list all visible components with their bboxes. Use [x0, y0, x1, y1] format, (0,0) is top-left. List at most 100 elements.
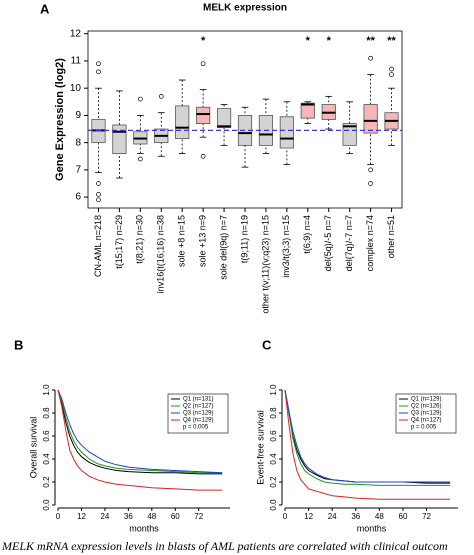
outlier	[158, 94, 164, 99]
outlier	[389, 72, 394, 77]
legend-label: Q1 (n=129)	[411, 397, 442, 403]
outlier	[137, 156, 143, 162]
y-tick-label: 0.0	[42, 499, 51, 511]
outlier	[200, 61, 206, 67]
significance: **	[366, 35, 375, 47]
outlier	[368, 55, 373, 61]
panel-label: B	[14, 337, 23, 352]
x-tick-label: t(9;11) n=19	[239, 215, 249, 263]
y-tick-label: 10	[70, 83, 82, 94]
x-tick-label: complex n=74	[365, 215, 375, 271]
x-tick-label: CN-AML n=218	[93, 215, 103, 277]
survival-curve	[284, 389, 451, 500]
x-tick-label: 24	[328, 512, 337, 521]
x-tick-label: 60	[171, 512, 180, 521]
box	[342, 123, 357, 146]
outlier	[200, 153, 206, 159]
y-tick-label: 0.8	[269, 407, 278, 419]
x-tick-label: 48	[147, 512, 156, 521]
survival-curve	[57, 389, 223, 475]
x-tick-label: sole del(9q) n=7	[218, 215, 228, 280]
x-tick-label: inv3/t(3;3) n=15	[281, 215, 291, 278]
y-tick-label: 7	[75, 165, 81, 176]
x-tick-label: other t(v;11)(v;q23) n=15	[260, 215, 270, 314]
legend-label: Q4 (n=129)	[183, 418, 214, 424]
x-tick-label: 72	[194, 512, 203, 521]
survival-curve	[57, 389, 223, 474]
x-tick-label: sole +13 n=9	[198, 215, 208, 267]
y-tick-label: 1.0	[42, 384, 51, 396]
x-tick-label: 12	[304, 512, 313, 521]
y-tick-label: 0.2	[42, 476, 51, 488]
box	[175, 105, 190, 139]
survival-curve	[284, 389, 451, 486]
y-axis-label: Gene Expression (log2)	[54, 58, 66, 181]
x-tick-label: 72	[422, 512, 431, 521]
survival-curve	[57, 389, 223, 491]
significance: **	[387, 35, 396, 47]
legend-note: p = 0.005	[183, 425, 209, 431]
x-tick-label: t(8;21) n=30	[135, 215, 145, 264]
y-tick-label: 8	[75, 137, 81, 148]
box	[300, 102, 315, 119]
box	[363, 104, 378, 134]
legend-label: Q2 (n=127)	[183, 404, 214, 410]
box	[279, 116, 294, 149]
panel-label: A	[40, 1, 50, 16]
y-axis-label: Overall survival	[28, 417, 38, 479]
legend-note: p = 0.005	[411, 425, 437, 431]
outlier	[368, 167, 373, 173]
y-tick-label: 6	[75, 192, 81, 203]
significance: *	[306, 35, 311, 47]
outlier	[137, 96, 143, 102]
box	[216, 108, 232, 129]
legend-label: Q4 (n=127)	[411, 418, 442, 424]
legend-label: Q2 (n=126)	[411, 404, 442, 410]
x-tick-label: t(6;9) n=4	[302, 215, 312, 254]
significance: *	[327, 35, 332, 47]
outlier	[368, 181, 373, 186]
y-tick-label: 0.0	[269, 499, 278, 511]
y-tick-label: 9	[75, 110, 81, 121]
x-tick-label: t(15;17) n=29	[114, 215, 124, 269]
outlier	[96, 197, 101, 203]
y-tick-label: 1.0	[269, 384, 278, 396]
y-tick-label: 0.4	[42, 453, 51, 465]
chart-title: MELK expression	[203, 3, 287, 14]
outlier	[389, 66, 394, 72]
box	[112, 124, 127, 154]
x-tick-label: inv16(t(16;16) n=38	[156, 215, 166, 293]
x-tick-label: 60	[399, 512, 408, 521]
y-tick-label: 0.8	[42, 407, 51, 419]
x-tick-label: del(5q)/-5 n=7	[323, 215, 333, 271]
y-tick-label: 0.6	[269, 430, 278, 442]
outlier	[96, 69, 101, 75]
y-tick-label: 0.2	[269, 476, 278, 488]
x-axis-label: months	[357, 523, 387, 533]
caption: MELK mRNA expression levels in blasts of…	[1, 539, 448, 553]
x-tick-label: 12	[77, 512, 86, 521]
legend-label: Q3 (n=129)	[411, 411, 442, 417]
x-tick-label: 36	[124, 512, 133, 521]
survival-curve	[284, 389, 451, 483]
y-tick-label: 12	[70, 28, 82, 39]
y-tick-label: 0.4	[269, 453, 278, 465]
x-tick-label: 0	[283, 512, 288, 521]
y-tick-label: 0.6	[42, 430, 51, 442]
x-tick-label: other n=51	[386, 215, 396, 258]
box	[196, 106, 211, 124]
legend-label: Q3 (n=129)	[183, 411, 214, 417]
x-tick-label: 48	[375, 512, 384, 521]
y-axis-label: Event-free survival	[255, 410, 265, 485]
x-axis-label: months	[129, 523, 159, 533]
significance: *	[201, 35, 206, 47]
x-tick-label: 36	[351, 512, 360, 521]
x-tick-label: 0	[56, 512, 61, 521]
survival-curve	[57, 389, 223, 474]
x-tick-label: del(7q)/-7 n=7	[344, 215, 354, 271]
outlier	[96, 61, 101, 67]
y-tick-label: 11	[71, 56, 82, 67]
x-tick-label: sole +8 n=15	[177, 215, 187, 267]
panel-label: C	[262, 337, 272, 352]
